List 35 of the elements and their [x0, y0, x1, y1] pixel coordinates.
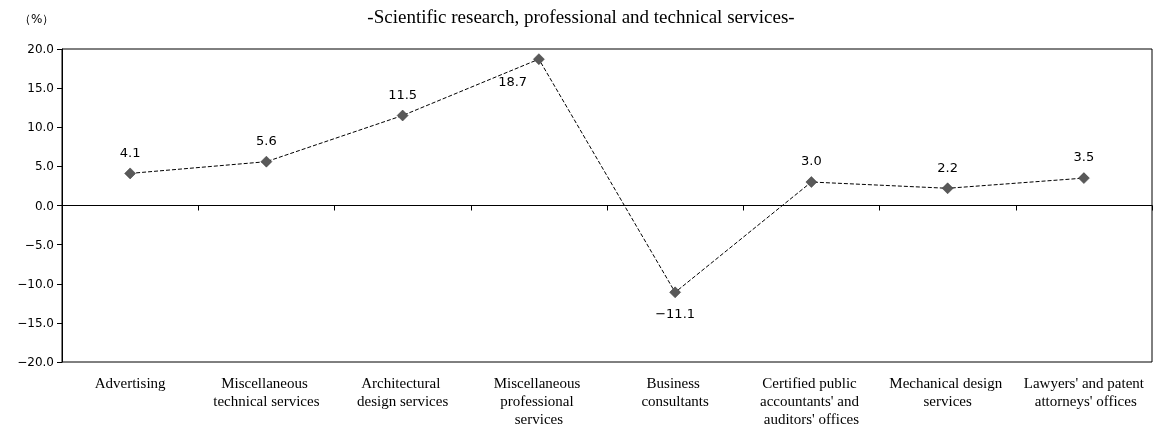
data-label: 3.0: [801, 153, 822, 169]
x-tick-label: Miscellaneous technical services: [213, 375, 320, 409]
x-tick-label: Architectural design services: [357, 375, 449, 409]
x-tick-label: Business consultants: [641, 375, 710, 409]
y-tick-label: −10.0: [17, 276, 54, 291]
data-label: 4.1: [119, 144, 141, 160]
y-tick-label: −5.0: [24, 237, 54, 252]
y-tick-label: −15.0: [17, 315, 54, 330]
x-tick-label: Certified public accountants' and auditors' offices: [760, 375, 863, 427]
data-label: 3.5: [1073, 149, 1095, 165]
x-tick-label: Miscellaneous professional services: [493, 375, 585, 427]
point: [260, 155, 273, 168]
y-axis-title: （%）: [19, 12, 55, 26]
data-label: 2.2: [937, 159, 958, 175]
y-tick-label: 20.0: [27, 42, 54, 56]
point: [805, 176, 818, 188]
data-label: 5.6: [256, 132, 277, 148]
point: [396, 109, 409, 122]
data-label: 11.5: [388, 86, 418, 102]
point: [1078, 172, 1090, 184]
point: [124, 167, 136, 180]
y-tick-label: 15.0: [27, 81, 54, 96]
x-tick-label: Mechanical design services: [889, 375, 1006, 409]
x-tick-label: Advertising: [94, 375, 167, 391]
point: [669, 286, 681, 299]
y-tick-label: 0.0: [34, 198, 54, 213]
point: [533, 53, 545, 65]
data-label: 18.7: [498, 73, 528, 89]
y-tick-label: 10.0: [27, 120, 54, 135]
point: [941, 182, 954, 195]
x-tick-label: Lawyers' and patent attorneys' offices: [1023, 375, 1145, 409]
y-tick-label: −20.0: [17, 355, 54, 369]
chart-title: -Scientific research, professional and technical services-: [367, 6, 795, 27]
data-label: −11.1: [655, 306, 696, 322]
y-tick-label: 5.0: [34, 159, 54, 174]
